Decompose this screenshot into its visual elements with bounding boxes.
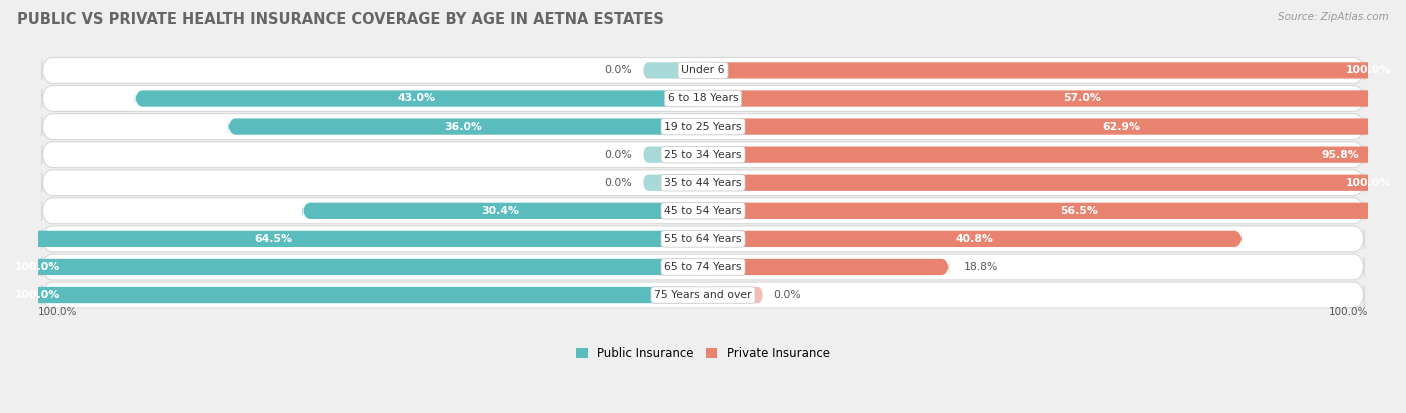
Text: PUBLIC VS PRIVATE HEALTH INSURANCE COVERAGE BY AGE IN AETNA ESTATES: PUBLIC VS PRIVATE HEALTH INSURANCE COVER…	[17, 12, 664, 27]
Text: Under 6: Under 6	[682, 65, 724, 76]
FancyBboxPatch shape	[135, 90, 703, 107]
FancyBboxPatch shape	[707, 146, 1406, 164]
FancyBboxPatch shape	[42, 198, 1364, 224]
Text: 100.0%: 100.0%	[15, 262, 60, 272]
FancyBboxPatch shape	[302, 202, 703, 220]
FancyBboxPatch shape	[42, 226, 1364, 252]
FancyBboxPatch shape	[643, 62, 699, 78]
Text: 18.8%: 18.8%	[965, 262, 998, 272]
Text: 100.0%: 100.0%	[1329, 307, 1368, 317]
FancyBboxPatch shape	[707, 118, 1406, 135]
FancyBboxPatch shape	[707, 174, 1406, 192]
FancyBboxPatch shape	[42, 282, 1364, 308]
Text: 36.0%: 36.0%	[444, 121, 482, 132]
FancyBboxPatch shape	[707, 202, 1406, 220]
FancyBboxPatch shape	[643, 175, 699, 191]
Text: 55 to 64 Years: 55 to 64 Years	[664, 234, 742, 244]
Text: 19 to 25 Years: 19 to 25 Years	[664, 121, 742, 132]
Text: 43.0%: 43.0%	[398, 93, 436, 104]
FancyBboxPatch shape	[707, 258, 949, 275]
Text: 95.8%: 95.8%	[1322, 150, 1360, 160]
Text: 35 to 44 Years: 35 to 44 Years	[664, 178, 742, 188]
FancyBboxPatch shape	[42, 114, 1364, 140]
Text: 0.0%: 0.0%	[773, 290, 801, 300]
FancyBboxPatch shape	[707, 62, 1406, 79]
FancyBboxPatch shape	[42, 254, 1364, 280]
Text: 57.0%: 57.0%	[1063, 93, 1101, 104]
FancyBboxPatch shape	[42, 57, 1364, 83]
Text: 56.5%: 56.5%	[1060, 206, 1098, 216]
FancyBboxPatch shape	[707, 230, 1241, 247]
Text: 100.0%: 100.0%	[15, 290, 60, 300]
FancyBboxPatch shape	[42, 170, 1364, 196]
Text: 100.0%: 100.0%	[38, 307, 77, 317]
Text: 100.0%: 100.0%	[1346, 65, 1391, 76]
Text: 30.4%: 30.4%	[482, 206, 520, 216]
FancyBboxPatch shape	[42, 142, 1364, 168]
Text: 62.9%: 62.9%	[1102, 121, 1140, 132]
FancyBboxPatch shape	[228, 118, 703, 135]
Text: Source: ZipAtlas.com: Source: ZipAtlas.com	[1278, 12, 1389, 22]
Text: 45 to 54 Years: 45 to 54 Years	[664, 206, 742, 216]
FancyBboxPatch shape	[707, 287, 763, 303]
Text: 0.0%: 0.0%	[605, 65, 633, 76]
Text: 40.8%: 40.8%	[956, 234, 994, 244]
Text: 64.5%: 64.5%	[254, 234, 292, 244]
FancyBboxPatch shape	[643, 147, 699, 163]
Text: 65 to 74 Years: 65 to 74 Years	[664, 262, 742, 272]
FancyBboxPatch shape	[707, 90, 1406, 107]
Text: 75 Years and over: 75 Years and over	[654, 290, 752, 300]
Legend: Public Insurance, Private Insurance: Public Insurance, Private Insurance	[571, 342, 835, 365]
FancyBboxPatch shape	[0, 230, 703, 247]
Text: 6 to 18 Years: 6 to 18 Years	[668, 93, 738, 104]
Text: 100.0%: 100.0%	[1346, 178, 1391, 188]
Text: 0.0%: 0.0%	[605, 178, 633, 188]
FancyBboxPatch shape	[42, 85, 1364, 112]
FancyBboxPatch shape	[0, 258, 703, 275]
Text: 0.0%: 0.0%	[605, 150, 633, 160]
FancyBboxPatch shape	[0, 286, 703, 304]
Text: 25 to 34 Years: 25 to 34 Years	[664, 150, 742, 160]
